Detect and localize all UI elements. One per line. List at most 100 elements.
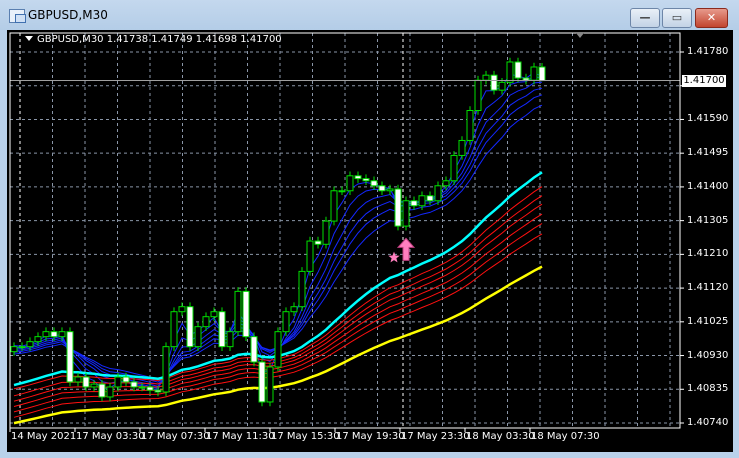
- candle-body: [426, 195, 434, 202]
- candle-body: [282, 311, 290, 333]
- candle-body: [178, 306, 186, 313]
- candle-body: [34, 336, 42, 343]
- candle-body: [234, 290, 242, 333]
- window-title: GBPUSD,M30: [28, 8, 108, 22]
- candle-body: [450, 154, 458, 182]
- candle-body: [242, 290, 250, 338]
- price-chart[interactable]: [7, 30, 733, 452]
- candle-body: [250, 336, 258, 363]
- candle-body: [402, 200, 410, 227]
- price-tick-label: 1.41780: [687, 46, 729, 57]
- candle-body: [394, 188, 402, 227]
- chart-area[interactable]: GBPUSD,M30 1.41738 1.41749 1.41698 1.417…: [7, 30, 733, 452]
- candle-body: [202, 316, 210, 328]
- candle-body: [522, 77, 530, 81]
- candle-body: [338, 190, 346, 193]
- maximize-button[interactable]: ▭: [662, 8, 692, 28]
- candle-body: [130, 381, 138, 388]
- candle-body: [458, 139, 466, 156]
- candle-body: [474, 79, 482, 112]
- candle-body: [82, 376, 90, 388]
- candle-body: [10, 346, 18, 353]
- candle-body: [298, 270, 306, 308]
- candle-body: [314, 240, 322, 245]
- window-titlebar: GBPUSD,M30 — ▭ ✕: [0, 0, 739, 30]
- candle-body: [146, 386, 154, 391]
- candle-body: [434, 185, 442, 202]
- candle-body: [170, 311, 178, 348]
- candle-body: [50, 331, 58, 338]
- candle-body: [354, 175, 362, 180]
- minimize-icon: —: [639, 11, 651, 24]
- candle-body: [378, 185, 386, 192]
- price-tick-label: 1.41590: [687, 113, 729, 125]
- candle-body: [58, 331, 66, 338]
- candle-body: [538, 66, 546, 82]
- price-tick-label: 1.41210: [687, 248, 729, 260]
- candle-body: [514, 61, 522, 79]
- candle-body: [306, 240, 314, 272]
- time-tick-label: 17 May 19:30: [336, 431, 405, 442]
- candle-body: [194, 326, 202, 348]
- candle-body: [210, 311, 218, 318]
- candle-body: [226, 331, 234, 348]
- candle-body: [290, 306, 298, 313]
- candle-body: [138, 386, 146, 389]
- slowest-ma-line: [13, 265, 543, 425]
- candle-body: [74, 376, 82, 383]
- chart-window-icon: [9, 9, 26, 23]
- candle-body: [186, 306, 194, 348]
- candle-body: [122, 376, 130, 383]
- time-tick-label: 17 May 11:30: [206, 431, 275, 442]
- candle-body: [154, 389, 162, 393]
- candle-body: [442, 180, 450, 187]
- price-tick-label: 1.41305: [687, 214, 729, 226]
- candle-body: [482, 74, 490, 81]
- time-tick-label: 18 May 03:30: [466, 431, 535, 442]
- candle-body: [162, 346, 170, 393]
- candle-body: [370, 180, 378, 187]
- candle-body: [466, 110, 474, 141]
- price-tick-label: 1.41400: [687, 180, 729, 192]
- candle-body: [490, 74, 498, 91]
- price-tick-label: 1.41025: [687, 315, 729, 327]
- candle-body: [66, 331, 74, 383]
- candle-body: [506, 61, 514, 83]
- candle-body: [90, 383, 98, 388]
- price-tick-label: 1.40930: [687, 349, 729, 361]
- buy-arrow-icon: [396, 237, 416, 261]
- current-price-label: 1.41700: [682, 74, 726, 87]
- maximize-icon: ▭: [671, 11, 683, 24]
- candle-body: [530, 66, 538, 81]
- chart-info-line: GBPUSD,M30 1.41738 1.41749 1.41698 1.417…: [25, 34, 282, 45]
- time-tick-label: 17 May 03:30: [76, 431, 145, 442]
- time-tick-label: 17 May 23:30: [401, 431, 470, 442]
- plot-frame: [9, 32, 681, 429]
- close-icon: ✕: [706, 11, 717, 24]
- price-tick-label: 1.40740: [687, 417, 729, 428]
- candle-body: [98, 383, 106, 398]
- star-signal-icon: [388, 251, 400, 263]
- candle-body: [362, 178, 370, 182]
- candle-body: [218, 311, 226, 348]
- chart-shift-icon: [576, 33, 584, 38]
- candle-body: [106, 386, 114, 398]
- candle-body: [26, 341, 34, 348]
- candle-body: [18, 346, 26, 349]
- price-tick-label: 1.40835: [687, 383, 729, 395]
- slow-ma-line: [13, 233, 543, 418]
- candle-body: [330, 190, 338, 222]
- dropdown-triangle-icon[interactable]: [25, 36, 33, 41]
- close-button[interactable]: ✕: [695, 8, 728, 28]
- candle-body: [346, 175, 354, 192]
- time-tick-label: 14 May 2021: [11, 431, 77, 442]
- candle-body: [498, 81, 506, 91]
- candle-body: [42, 331, 50, 338]
- price-tick-label: 1.41120: [687, 282, 729, 294]
- candle-body: [418, 195, 426, 207]
- candle-body: [386, 188, 394, 192]
- minimize-button[interactable]: —: [630, 8, 660, 28]
- time-tick-label: 17 May 07:30: [141, 431, 210, 442]
- time-tick-label: 18 May 07:30: [531, 431, 600, 442]
- candle-body: [266, 366, 274, 403]
